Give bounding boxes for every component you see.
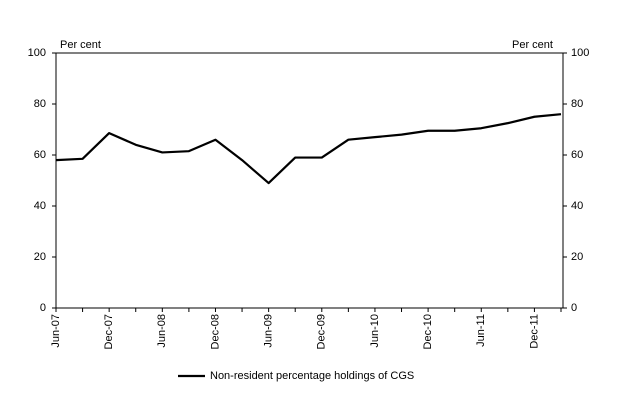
x-tick-label: Dec-10 bbox=[422, 314, 434, 349]
y-axis-label: Per cent bbox=[60, 39, 101, 51]
y2-tick-label: 80 bbox=[571, 98, 583, 110]
x-tick-label: Jun-07 bbox=[50, 314, 62, 348]
line-series bbox=[55, 113, 562, 185]
legend-label: Non-resident percentage holdings of CGS bbox=[210, 370, 414, 382]
y2-tick-label: 0 bbox=[571, 302, 577, 314]
y2-axis-label: Per cent bbox=[512, 39, 553, 51]
x-tick-label: Dec-11 bbox=[528, 314, 540, 349]
x-tick-label: Jun-09 bbox=[263, 314, 275, 348]
y-tick-label: 60 bbox=[34, 149, 46, 161]
x-tick-label: Dec-08 bbox=[209, 314, 221, 349]
y-tick-label: 0 bbox=[40, 302, 46, 314]
y-tick-label: 100 bbox=[28, 47, 46, 59]
plot-frame bbox=[55, 52, 564, 309]
x-tick-label: Jun-11 bbox=[475, 314, 487, 347]
x-tick-label: Dec-09 bbox=[316, 314, 328, 349]
y2-tick-label: 20 bbox=[571, 251, 583, 263]
y-tick-label: 40 bbox=[34, 200, 46, 212]
y2-tick-label: 40 bbox=[571, 200, 583, 212]
x-tick-label: Jun-10 bbox=[369, 314, 381, 348]
y-tick-label: 20 bbox=[34, 251, 46, 263]
x-tick-label: Jun-08 bbox=[156, 314, 168, 348]
y2-tick-label: 100 bbox=[571, 47, 589, 59]
y-tick-label: 80 bbox=[34, 98, 46, 110]
y2-tick-label: 60 bbox=[571, 149, 583, 161]
x-tick-label: Dec-07 bbox=[103, 314, 115, 349]
